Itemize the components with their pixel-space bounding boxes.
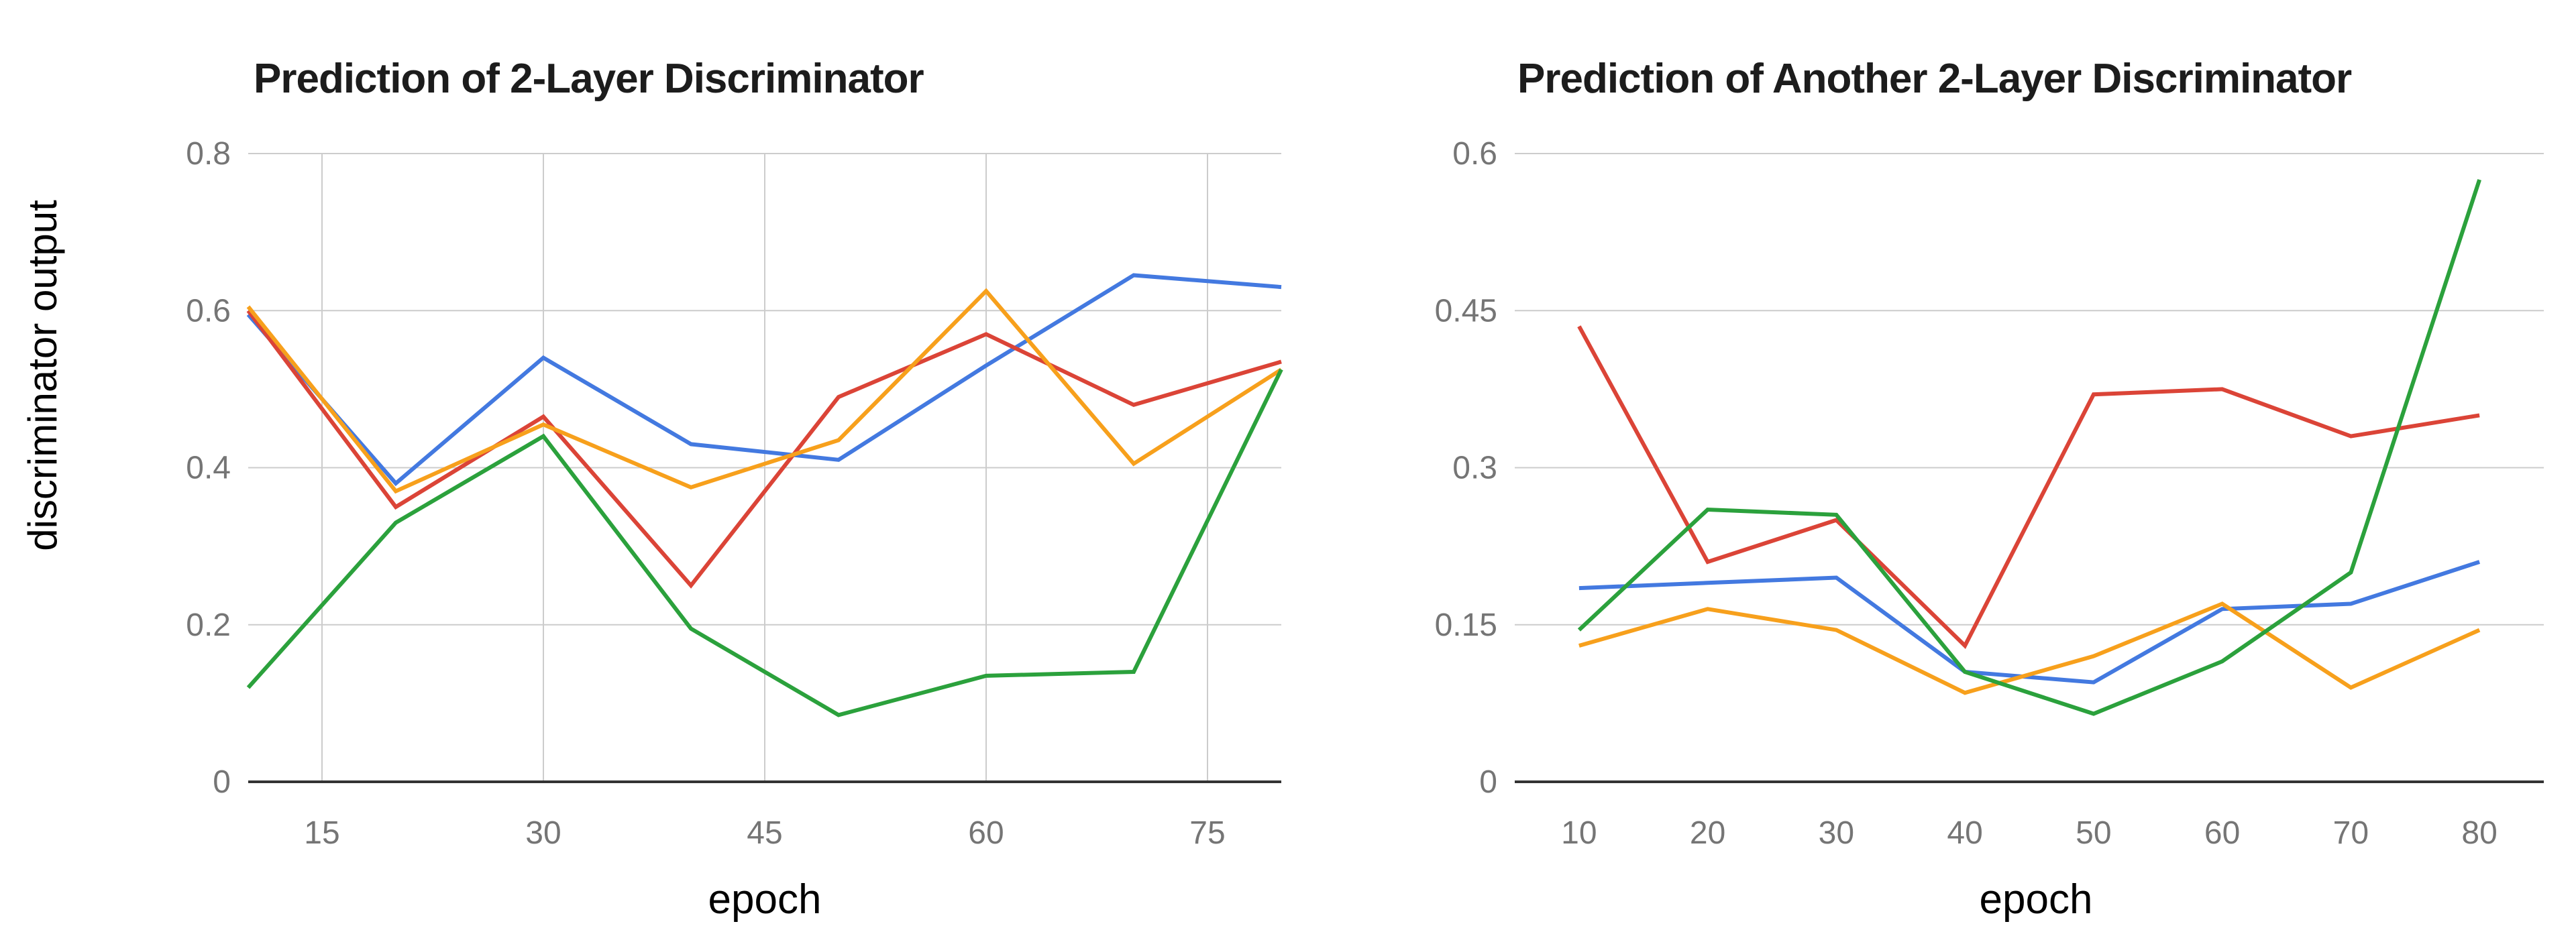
left-chart-y-tick-label: 0.6 (186, 293, 231, 329)
left-chart-y-tick-label: 0.4 (186, 451, 231, 486)
left-chart-x-tick-label: 30 (525, 815, 561, 851)
left-chart-series-red-line (246, 309, 1282, 589)
right-chart-series-green-line (1577, 179, 2481, 716)
left-chart-x-tick-label: 75 (1189, 815, 1225, 851)
left-chart-series-green-line (246, 368, 1283, 717)
left-chart-x-tick-label: 60 (968, 815, 1004, 851)
left-chart-x-axis-title: epoch (708, 876, 822, 923)
left-chart-y-tick-label: 0 (213, 764, 231, 800)
y-axis-title: discriminator output (20, 200, 65, 551)
right-chart-y-tick-label: 0.3 (1452, 451, 1497, 486)
right-chart-y-tick-label: 0.6 (1452, 136, 1497, 172)
right-chart-y-tick-label: 0.45 (1435, 293, 1497, 329)
left-chart-x-tick-label: 45 (747, 815, 782, 851)
right-chart-y-tick-label: 0.15 (1435, 607, 1497, 643)
right-chart-x-tick-label: 60 (2204, 815, 2240, 851)
right-chart-x-tick-label: 20 (1690, 815, 1725, 851)
right-chart: 0 0.15 0.3 0.45 0.6 10 20 30 40 50 60 70 80 (1435, 136, 2544, 851)
left-chart: 0 0.2 0.4 0.6 0.8 15 30 45 60 75 (186, 136, 1283, 851)
right-chart-title: Prediction of Another 2-Layer Discrimina… (1517, 56, 2352, 102)
left-chart-x-tick-label: 15 (304, 815, 339, 851)
left-chart-y-tick-label: 0.2 (186, 607, 231, 643)
right-chart-x-tick-label: 40 (1947, 815, 1982, 851)
right-chart-x-tick-label: 80 (2461, 815, 2497, 851)
right-chart-x-axis-title: epoch (1979, 876, 2093, 923)
left-chart-title: Prediction of 2-Layer Discriminator (254, 56, 924, 102)
right-chart-x-tick-label: 50 (2076, 815, 2111, 851)
right-chart-series-orange-line (1578, 601, 2481, 695)
left-chart-series-blue-line (246, 273, 1282, 487)
right-chart-y-tick-label: 0 (1479, 764, 1497, 800)
right-chart-x-tick-label: 70 (2333, 815, 2369, 851)
right-chart-x-tick-label: 10 (1561, 815, 1597, 851)
left-chart-y-tick-label: 0.8 (186, 136, 231, 172)
right-chart-x-tick-label: 30 (1819, 815, 1854, 851)
left-chart-series-orange-line (246, 288, 1283, 494)
right-chart-series-blue-line (1578, 560, 2481, 685)
right-chart-series-red-line (1577, 325, 2480, 649)
